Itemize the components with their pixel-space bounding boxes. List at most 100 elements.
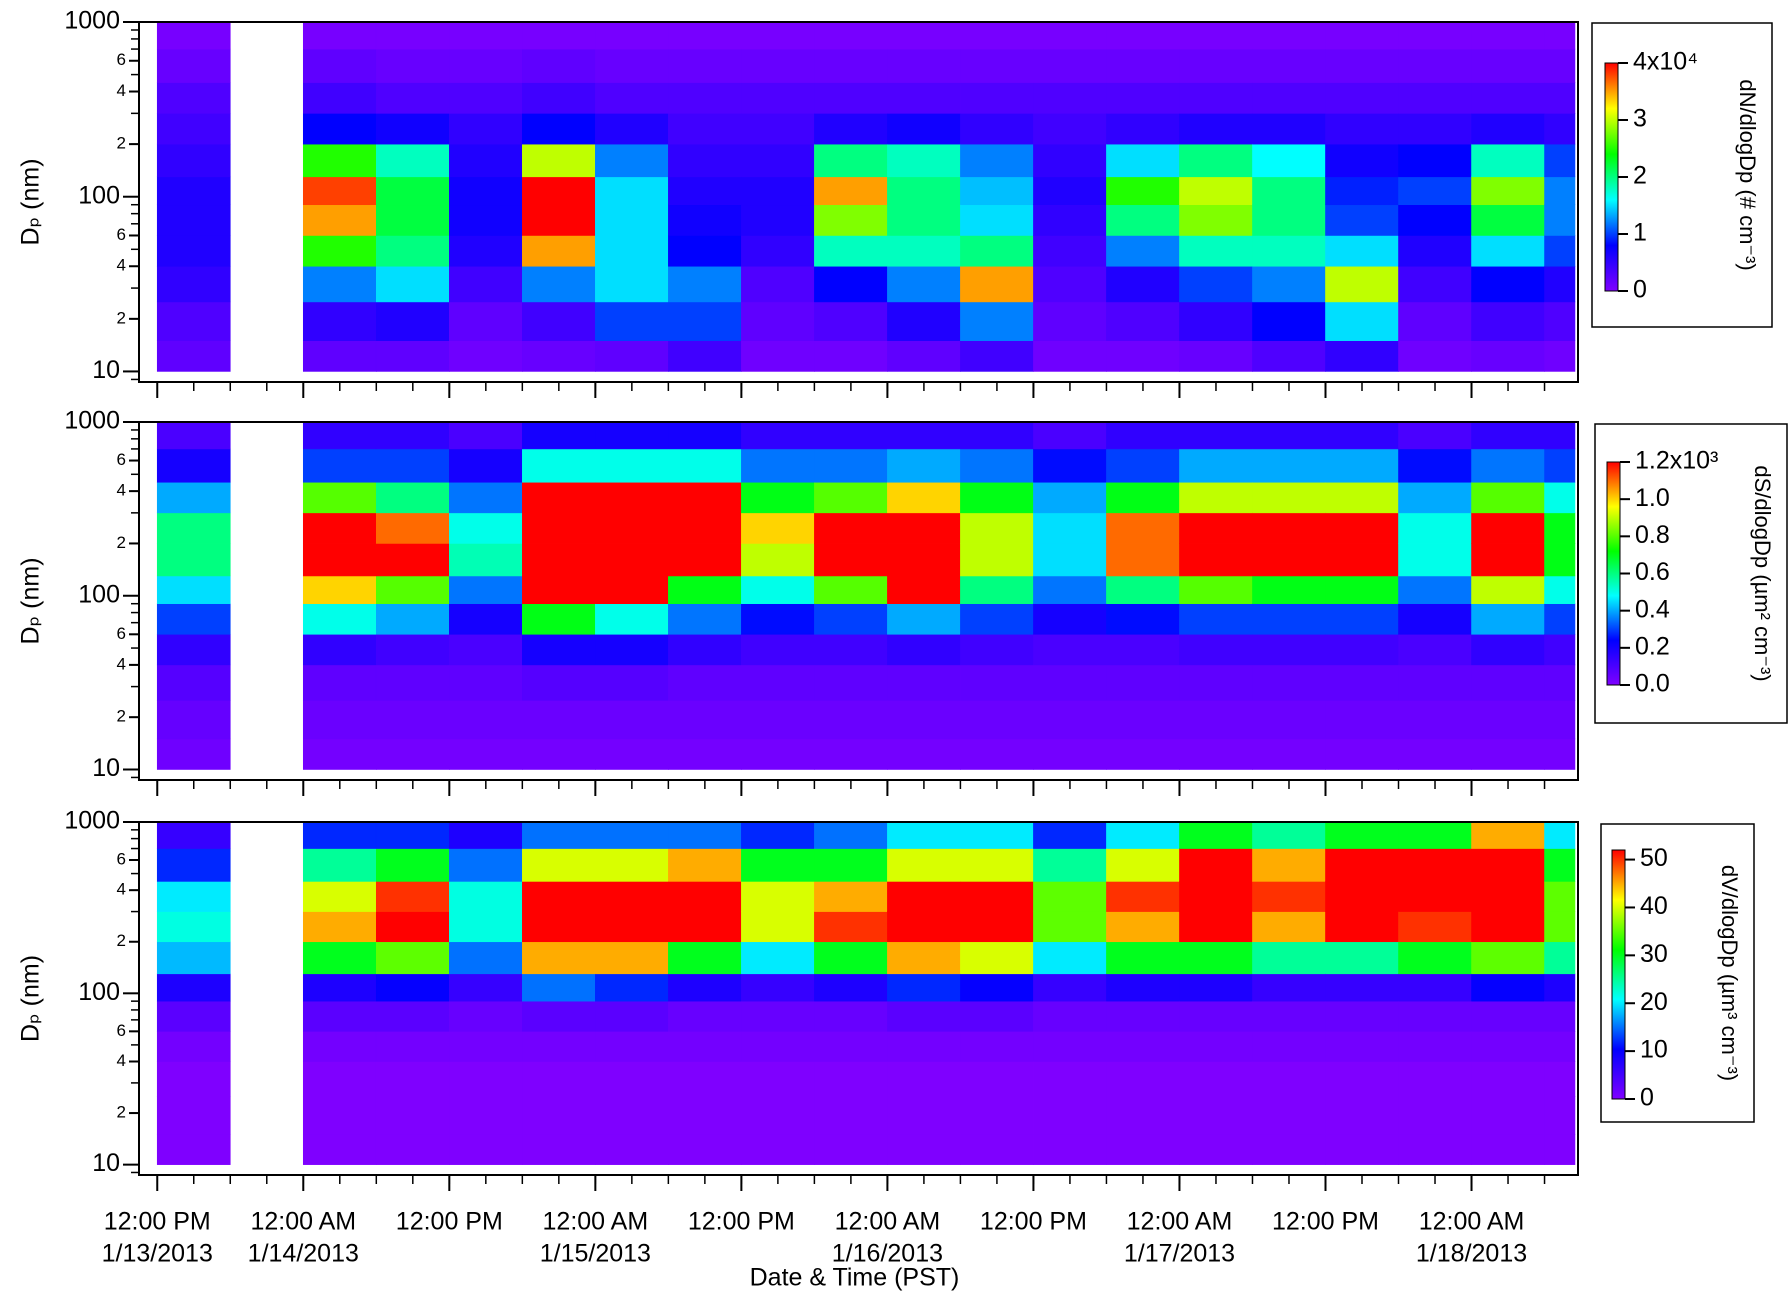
y-tick-label: 4	[117, 481, 126, 500]
heatmap-cell	[1544, 176, 1576, 206]
heatmap-cell	[302, 881, 377, 912]
heatmap-cell	[960, 941, 1034, 975]
heatmap-cell	[1544, 481, 1576, 514]
heatmap-cell	[1106, 700, 1180, 740]
heatmap-cell	[1544, 82, 1576, 114]
heatmap-cell	[302, 1061, 377, 1097]
y-tick-label: 6	[117, 50, 126, 69]
heatmap-cell	[1033, 973, 1107, 1002]
heatmap-cell	[522, 738, 596, 770]
heatmap-cell	[960, 48, 1034, 83]
plot-frame	[138, 21, 1579, 383]
heatmap-cell	[156, 603, 231, 635]
heatmap-cell	[156, 1061, 231, 1097]
heatmap-cell	[741, 881, 815, 912]
heatmap-cell	[1252, 340, 1326, 372]
x-tick-label: 12:00 PM	[688, 1208, 795, 1236]
heatmap-cell	[1325, 21, 1399, 50]
heatmap-cell	[1471, 1096, 1545, 1135]
heatmap-cell	[375, 448, 450, 483]
heatmap-cell	[814, 176, 888, 206]
heatmap-cell	[1471, 633, 1545, 666]
x-tick-label: 12:00 PM	[396, 1208, 503, 1236]
heatmap-cell	[156, 821, 231, 849]
heatmap-cell	[449, 1096, 523, 1135]
heatmap-cell	[1544, 113, 1576, 145]
heatmap-cell	[1106, 1031, 1180, 1062]
colorbar-tick-label: 40	[1640, 892, 1668, 920]
heatmap-cell	[887, 700, 961, 740]
heatmap-cell	[1471, 265, 1545, 303]
heatmap-cell	[1471, 575, 1545, 604]
heatmap-cell	[1325, 973, 1399, 1002]
heatmap-cell	[375, 204, 450, 236]
heatmap-cell	[960, 1031, 1034, 1062]
heatmap-cell	[668, 543, 742, 577]
heatmap-cell	[1544, 664, 1576, 701]
heatmap-cell	[375, 82, 450, 114]
colorbar-tick-label: 0.4	[1635, 595, 1670, 623]
heatmap-cell	[1033, 176, 1107, 206]
heatmap-cell	[1252, 48, 1326, 83]
heatmap-cell	[1544, 543, 1576, 577]
heatmap-cell	[960, 301, 1034, 341]
heatmap-cell	[449, 481, 523, 514]
heatmap-cell	[449, 143, 523, 178]
y-tick-label: 100	[78, 181, 120, 209]
heatmap-cell	[449, 340, 523, 372]
heatmap-cell	[960, 421, 1034, 450]
heatmap-cell	[302, 448, 377, 483]
heatmap-cell	[1179, 941, 1253, 975]
heatmap-cell	[814, 301, 888, 341]
heatmap-cell	[1106, 1134, 1180, 1165]
heatmap-cell	[1033, 664, 1107, 701]
heatmap-cell	[522, 1000, 596, 1032]
heatmap-cell	[522, 204, 596, 236]
heatmap-cell	[887, 973, 961, 1002]
heatmap-cell	[522, 941, 596, 975]
heatmap-cell	[1544, 143, 1576, 178]
heatmap-cell	[595, 700, 669, 740]
heatmap-cell	[156, 848, 231, 882]
heatmap-cell	[522, 821, 596, 849]
heatmap-cell	[1252, 421, 1326, 450]
heatmap-cell	[595, 575, 669, 604]
y-tick-label: 2	[117, 308, 126, 327]
y-tick-label: 1000	[64, 7, 120, 35]
heatmap-cell	[1544, 848, 1576, 882]
heatmap-cell	[814, 603, 888, 635]
heatmap-cell	[1544, 48, 1576, 83]
x-date-label: 1/15/2013	[540, 1240, 651, 1268]
heatmap-cell	[375, 1061, 450, 1097]
heatmap-cell	[887, 821, 961, 849]
heatmap-cell	[302, 48, 377, 83]
heatmap-cell	[887, 738, 961, 770]
heatmap-cell	[156, 512, 231, 544]
heatmap-cell	[668, 48, 742, 83]
y-tick-label: 100	[78, 580, 120, 608]
heatmap-cell	[741, 421, 815, 450]
heatmap-cell	[814, 973, 888, 1002]
heatmap-cell	[1179, 340, 1253, 372]
heatmap-cell	[156, 575, 231, 604]
heatmap-cell	[1106, 21, 1180, 50]
heatmap-cell	[375, 301, 450, 341]
heatmap-cell	[1033, 633, 1107, 666]
heatmap-cell	[1471, 481, 1545, 514]
heatmap-cell	[156, 973, 231, 1002]
heatmap-cell	[814, 881, 888, 912]
heatmap-cell	[960, 481, 1034, 514]
heatmap-cell	[156, 204, 231, 236]
heatmap-cell	[302, 204, 377, 236]
heatmap-cell	[741, 204, 815, 236]
heatmap-cell	[1106, 1061, 1180, 1097]
heatmap-cell	[449, 421, 523, 450]
heatmap-cell	[1398, 21, 1472, 50]
heatmap-cell	[741, 481, 815, 514]
x-tick-label: 12:00 PM	[1272, 1208, 1379, 1236]
heatmap-cell	[522, 265, 596, 303]
colorbar	[1611, 849, 1626, 1100]
heatmap-cell	[887, 911, 961, 943]
heatmap-cell	[302, 512, 377, 544]
heatmap-cell	[1106, 421, 1180, 450]
